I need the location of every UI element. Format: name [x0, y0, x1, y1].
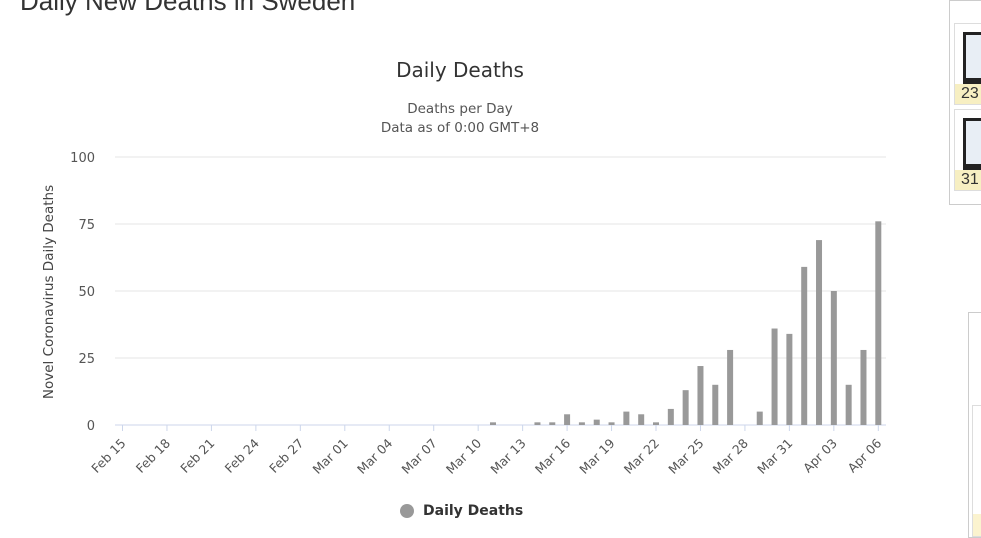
bar — [593, 419, 600, 425]
x-tick-label: Feb 21 — [177, 436, 217, 476]
bar — [623, 411, 630, 425]
side-panel-card — [972, 405, 981, 537]
chart-subtitle: Deaths per Day — [407, 101, 513, 117]
x-tick-label: Mar 31 — [754, 436, 795, 477]
x-tick-label: Feb 15 — [88, 436, 128, 476]
x-tick-label: Mar 13 — [487, 436, 528, 477]
bar — [727, 349, 734, 425]
bar — [830, 291, 837, 425]
x-tick-label: Mar 28 — [710, 435, 751, 476]
x-tick-label: Mar 25 — [665, 436, 706, 477]
y-tick-label: 100 — [70, 151, 95, 166]
y-tick-label: 50 — [78, 285, 95, 300]
thumbnail-image — [963, 32, 981, 88]
chart-title: Daily Deaths — [396, 58, 524, 82]
bar — [801, 266, 808, 425]
chart-subtitle-date: Data as of 0:00 GMT+8 — [380, 120, 540, 136]
thumbnail-number: 23 — [955, 84, 981, 104]
x-tick-label: Mar 07 — [398, 436, 439, 477]
bar — [564, 414, 571, 425]
bar — [845, 384, 852, 425]
bar — [489, 422, 496, 425]
x-tick-label: Apr 03 — [800, 436, 840, 476]
bar — [608, 422, 615, 425]
side-panel — [968, 312, 981, 538]
x-tick-label: Feb 18 — [133, 435, 173, 475]
legend-marker — [400, 504, 414, 518]
x-tick-label: Mar 01 — [310, 436, 351, 477]
thumbnail-image — [963, 118, 981, 174]
y-tick-label: 75 — [78, 218, 95, 233]
page-title: Daily New Deaths in Sweden — [20, 0, 356, 16]
legend-item-daily-deaths[interactable]: Daily Deaths — [400, 503, 523, 519]
bar — [875, 221, 882, 425]
bar — [756, 411, 763, 425]
thumbnail-item[interactable]: 23 — [954, 23, 981, 105]
bar — [667, 408, 674, 425]
x-tick-label: Apr 06 — [844, 435, 884, 475]
x-tick-label: Feb 24 — [222, 435, 262, 475]
bar — [682, 390, 689, 425]
bar — [653, 422, 660, 425]
thumbnail-item[interactable]: 31 — [954, 109, 981, 191]
bar — [786, 333, 793, 425]
bar-chart: 0 25 50 75 100 Novel Coronavirus Daily Deaths… — [41, 151, 886, 477]
related-sidebar: 23 31 — [949, 0, 981, 205]
bar — [697, 366, 704, 425]
bar — [816, 240, 823, 425]
bar — [534, 422, 541, 425]
x-tick-label: Mar 19 — [576, 435, 617, 476]
legend-label: Daily Deaths — [423, 503, 524, 519]
thumbnail-number: 31 — [955, 170, 981, 190]
y-axis-title: Novel Coronavirus Daily Deaths — [41, 185, 57, 399]
x-tick-label: Mar 10 — [443, 435, 484, 476]
x-tick-label: Mar 16 — [532, 435, 573, 476]
bar — [771, 328, 778, 425]
x-tick-label: Mar 04 — [354, 435, 395, 476]
bar — [549, 422, 556, 425]
x-tick-label: Feb 27 — [266, 436, 306, 476]
y-tick-label: 0 — [87, 419, 95, 434]
bar — [712, 384, 719, 425]
y-tick-label: 25 — [78, 352, 95, 367]
bar — [638, 414, 645, 425]
bar — [578, 422, 585, 425]
x-tick-label: Mar 22 — [621, 436, 662, 477]
bar — [860, 349, 867, 425]
